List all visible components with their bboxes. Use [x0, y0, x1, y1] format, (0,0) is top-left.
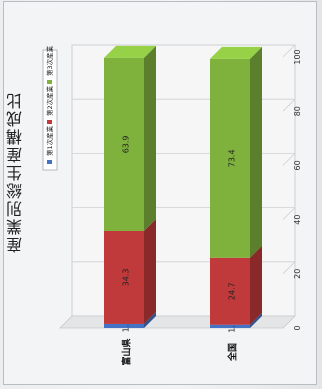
- data-label: 63.9: [122, 135, 131, 153]
- bar-side: [250, 245, 262, 325]
- legend-label: 第3次産業: [45, 45, 54, 76]
- legend-swatch: [47, 80, 52, 84]
- category-label: 富山県: [121, 338, 133, 365]
- bar-segment: [104, 323, 144, 328]
- legend-label: 第1次産業: [45, 125, 54, 156]
- bar-segment: [210, 58, 250, 258]
- gridline-depth: [282, 44, 296, 58]
- gridline-depth: [282, 315, 296, 329]
- legend-swatch: [47, 120, 52, 124]
- x-tick-label: 60: [293, 160, 302, 170]
- bar-segment: [210, 257, 250, 325]
- bar-side: [250, 46, 262, 258]
- bar-side: [250, 312, 262, 328]
- bar-top: [210, 46, 262, 59]
- bar-top: [104, 45, 156, 58]
- gridline-depth: [282, 153, 296, 166]
- x-tick-label: 40: [293, 215, 302, 225]
- bar-segment: [104, 230, 144, 324]
- bar-side: [144, 218, 156, 324]
- x-tick-label: 100: [293, 49, 302, 64]
- legend-swatch: [47, 160, 52, 164]
- gridline-depth: [282, 207, 296, 220]
- category-label: 全国: [227, 343, 239, 362]
- x-tick-label: 0: [293, 325, 302, 330]
- x-tick-label: 20: [293, 269, 302, 279]
- gridline-depth: [282, 261, 296, 275]
- data-label: 1.2: [228, 320, 237, 333]
- data-label: 24.7: [228, 282, 237, 300]
- data-label: 73.4: [228, 149, 237, 167]
- data-label: 1.5: [122, 320, 131, 333]
- x-tick-label: 80: [293, 106, 302, 116]
- gridline-depth: [282, 98, 296, 112]
- legend-label: 第2次産業: [45, 85, 54, 116]
- bar-segment: [210, 324, 250, 328]
- data-label: 34.3: [122, 269, 131, 287]
- legend-box: [42, 49, 58, 171]
- bar-segment: [104, 57, 144, 231]
- bar-side: [144, 311, 156, 328]
- bar-side: [144, 45, 156, 231]
